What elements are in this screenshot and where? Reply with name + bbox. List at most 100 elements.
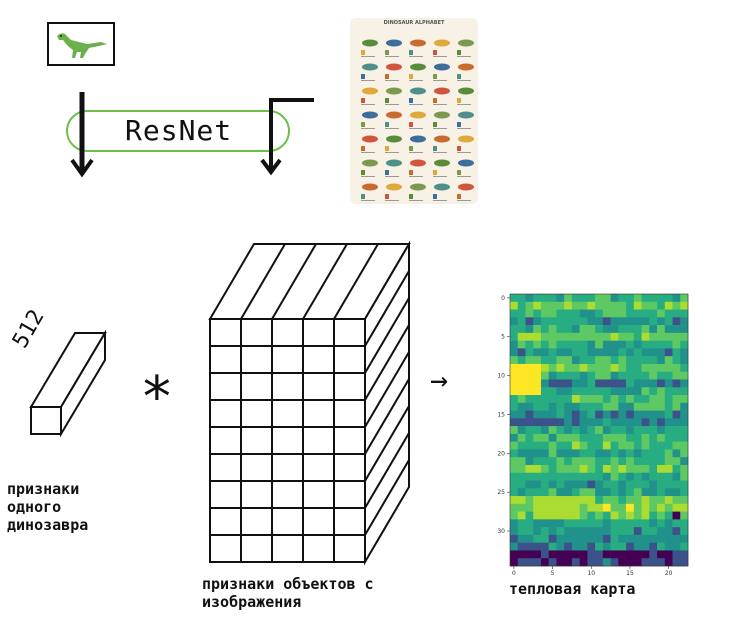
heatmap-cell bbox=[533, 558, 542, 567]
heatmap-cell bbox=[641, 356, 650, 365]
heatmap-cell bbox=[649, 325, 658, 334]
heatmap-cell bbox=[633, 371, 642, 380]
heatmap-cell bbox=[571, 410, 580, 419]
heatmap-cell bbox=[672, 550, 681, 559]
heatmap-cell bbox=[579, 410, 588, 419]
heatmap-cell bbox=[548, 363, 557, 373]
poster-caption bbox=[457, 80, 471, 81]
heatmap-cell bbox=[633, 457, 642, 466]
heatmap-cell bbox=[517, 480, 526, 489]
heatmap-cell bbox=[548, 449, 557, 458]
heatmap-cell bbox=[618, 363, 627, 373]
heatmap-cell bbox=[595, 402, 604, 411]
heatmap-cell bbox=[587, 348, 596, 357]
heatmap-cell bbox=[556, 449, 565, 458]
heatmap-cell bbox=[602, 395, 611, 404]
heatmap-cell bbox=[610, 464, 619, 474]
feature-cell bbox=[271, 534, 304, 563]
heatmap-cell bbox=[672, 488, 681, 497]
heatmap-cell bbox=[664, 294, 673, 303]
heatmap-cell bbox=[540, 503, 549, 512]
heatmap-cell bbox=[641, 488, 650, 497]
heatmap-cell bbox=[564, 379, 573, 388]
heatmap-cell bbox=[533, 480, 542, 489]
heatmap-cell bbox=[587, 488, 596, 497]
heatmap-cell bbox=[672, 410, 681, 419]
poster-dino bbox=[410, 111, 426, 119]
heatmap-cell bbox=[510, 301, 519, 310]
heatmap-cell bbox=[641, 433, 650, 442]
heatmap-cell bbox=[510, 519, 519, 528]
heatmap-cell bbox=[610, 542, 619, 551]
heatmap-cell bbox=[641, 402, 650, 411]
heatmap-cell bbox=[571, 464, 580, 474]
heatmap-cell bbox=[633, 542, 642, 551]
heatmap-cell bbox=[664, 550, 673, 559]
heatmap-cell bbox=[556, 309, 565, 318]
heatmap-cell bbox=[664, 472, 673, 481]
heatmap-cell bbox=[649, 340, 658, 349]
heatmap-cell bbox=[649, 519, 658, 528]
heatmap-cell bbox=[610, 441, 619, 450]
heatmap-cell bbox=[579, 472, 588, 481]
heatmap-cell bbox=[610, 317, 619, 326]
heatmap-cell bbox=[533, 441, 542, 450]
heatmap-cell bbox=[602, 387, 611, 396]
poster-dino bbox=[386, 135, 402, 143]
heatmap-cell bbox=[641, 410, 650, 419]
single-dino-caption: признаки одного динозавра bbox=[7, 480, 89, 534]
heatmap-cell bbox=[626, 402, 635, 411]
heatmap-cell bbox=[595, 410, 604, 419]
heatmap-cell bbox=[556, 441, 565, 450]
poster-letter bbox=[457, 74, 461, 79]
heatmap-cell bbox=[664, 457, 673, 466]
poster-caption bbox=[433, 200, 447, 201]
heatmap-cell bbox=[571, 542, 580, 551]
heatmap-cell bbox=[548, 542, 557, 551]
heatmap-cell bbox=[595, 356, 604, 365]
heatmap-cell bbox=[579, 325, 588, 334]
heatmap-cell bbox=[564, 519, 573, 528]
heatmap-cell bbox=[540, 441, 549, 450]
heatmap-cell bbox=[602, 519, 611, 528]
heatmap-cell bbox=[595, 332, 604, 341]
heatmap-cell bbox=[633, 449, 642, 458]
heatmap-cell bbox=[672, 542, 681, 551]
heatmap-cell bbox=[664, 464, 673, 474]
heatmap-cell bbox=[533, 496, 542, 505]
heatmap-cell bbox=[510, 542, 519, 551]
heatmap-cell bbox=[548, 472, 557, 481]
heatmap-cell bbox=[641, 496, 650, 505]
heatmap-cell bbox=[672, 418, 681, 427]
poster-dino bbox=[458, 111, 474, 119]
heatmap-cell bbox=[618, 464, 627, 474]
poster-letter bbox=[409, 98, 413, 103]
poster-caption bbox=[409, 80, 423, 81]
heatmap-cell bbox=[626, 464, 635, 474]
poster-letter bbox=[433, 74, 437, 79]
poster-caption bbox=[457, 128, 471, 129]
heatmap-cell bbox=[540, 379, 549, 388]
cube-side-line bbox=[364, 351, 410, 428]
poster-dino bbox=[434, 135, 450, 143]
heatmap-cell bbox=[618, 387, 627, 396]
heatmap-cell bbox=[657, 363, 666, 373]
heatmap-cell bbox=[510, 309, 519, 318]
heatmap-cell bbox=[587, 472, 596, 481]
heatmap-cell bbox=[680, 379, 689, 388]
heatmap-cell bbox=[564, 340, 573, 349]
heatmap-cell bbox=[610, 511, 619, 520]
poster-letter bbox=[385, 74, 389, 79]
heatmap-cell bbox=[517, 301, 526, 310]
heatmap-cell bbox=[649, 433, 658, 442]
heatmap-cell bbox=[680, 317, 689, 326]
heatmap-cell bbox=[556, 527, 565, 536]
heatmap-cell bbox=[587, 379, 596, 388]
heatmap-cell bbox=[548, 426, 557, 435]
poster-letter bbox=[433, 50, 437, 55]
heatmap-cell bbox=[510, 558, 519, 567]
heatmap-cell bbox=[517, 534, 526, 543]
feature-cell bbox=[333, 345, 366, 374]
heatmap-cell bbox=[626, 472, 635, 481]
heatmap-cell bbox=[540, 418, 549, 427]
